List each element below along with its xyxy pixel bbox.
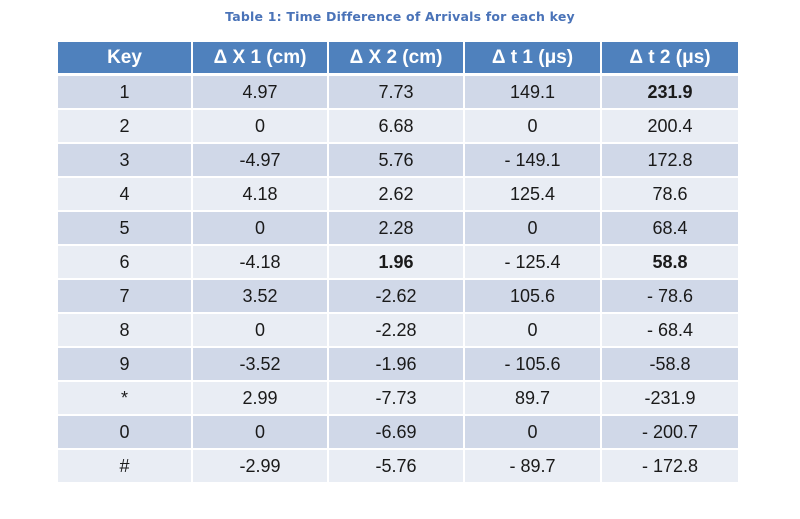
cell-key: 1 [58, 74, 193, 110]
cell-dt2: - 68.4 [601, 313, 738, 348]
column-header-dt2: Δ t 2 (μs) [601, 42, 738, 76]
cell-dx2: 2.28 [328, 211, 465, 246]
cell-dx1: -3.52 [192, 347, 329, 382]
cell-dt1: 0 [464, 313, 602, 348]
table-row: 7 3.52 -2.62 105.6- 78.6 [58, 279, 738, 314]
cell-dx2: 2.62 [328, 177, 465, 212]
table-row: 6 -4.18 1.96- 125.4 58.8 [58, 245, 738, 280]
table-row: 1 4.97 7.73 149.1 231.9 [58, 74, 738, 110]
cell-key: 7 [58, 279, 193, 314]
cell-key: 3 [58, 143, 193, 178]
cell-dx2: 7.73 [328, 74, 465, 110]
cell-dt1: - 89.7 [464, 449, 602, 484]
cell-dt1: - 149.1 [464, 143, 602, 178]
cell-dx2: -2.62 [328, 279, 465, 314]
cell-dt1: 89.7 [464, 381, 602, 416]
cell-dt2: -231.9 [601, 381, 738, 416]
cell-key: 2 [58, 109, 193, 144]
cell-dt2: 78.6 [601, 177, 738, 212]
cell-dx2: 5.76 [328, 143, 465, 178]
cell-dt2: - 78.6 [601, 279, 738, 314]
cell-dx1: -4.18 [192, 245, 329, 280]
table-row: 0 0 -6.69 0- 200.7 [58, 415, 738, 450]
cell-dx2: -5.76 [328, 449, 465, 484]
table-row: 5 0 2.28 0 68.4 [58, 211, 738, 246]
tdoa-table: Key Δ X 1 (cm) Δ X 2 (cm) Δ t 1 (μs) Δ t… [58, 42, 738, 484]
table-row: * 2.99 -7.73 89.7 -231.9 [58, 381, 738, 416]
cell-key: 6 [58, 245, 193, 280]
cell-key: 0 [58, 415, 193, 450]
cell-dt2: 231.9 [601, 74, 738, 110]
cell-dt1: - 125.4 [464, 245, 602, 280]
cell-dx1: 4.97 [192, 74, 329, 110]
cell-dx1: 3.52 [192, 279, 329, 314]
column-header-dx2: Δ X 2 (cm) [328, 42, 465, 76]
cell-key: 9 [58, 347, 193, 382]
cell-key: * [58, 381, 193, 416]
cell-dx1: 0 [192, 109, 329, 144]
cell-dt1: 105.6 [464, 279, 602, 314]
column-header-dx1: Δ X 1 (cm) [192, 42, 329, 76]
cell-dt2: 200.4 [601, 109, 738, 144]
cell-dx2: -1.96 [328, 347, 465, 382]
cell-dt1: - 105.6 [464, 347, 602, 382]
cell-dx2: 1.96 [328, 245, 465, 280]
cell-dx1: -2.99 [192, 449, 329, 484]
cell-dt1: 149.1 [464, 74, 602, 110]
cell-dx2: -6.69 [328, 415, 465, 450]
cell-dt2: - 200.7 [601, 415, 738, 450]
cell-dx2: -7.73 [328, 381, 465, 416]
cell-dt1: 125.4 [464, 177, 602, 212]
cell-dx1: -4.97 [192, 143, 329, 178]
table-body: 1 4.97 7.73 149.1 231.9 2 0 6.68 0 200.4 3 -4.97 5.7… [58, 74, 738, 484]
table-row: 4 4.18 2.62 125.4 78.6 [58, 177, 738, 212]
table-row: 3 -4.97 5.76- 149.1 172.8 [58, 143, 738, 178]
column-header-key: Key [58, 42, 193, 76]
cell-dx1: 0 [192, 211, 329, 246]
cell-dx1: 4.18 [192, 177, 329, 212]
cell-dx1: 0 [192, 415, 329, 450]
cell-key: 8 [58, 313, 193, 348]
cell-dt2: -58.8 [601, 347, 738, 382]
cell-dt2: - 172.8 [601, 449, 738, 484]
cell-dt2: 172.8 [601, 143, 738, 178]
cell-dt1: 0 [464, 211, 602, 246]
table-caption: Table 1: Time Difference of Arrivals for… [225, 9, 575, 24]
cell-key: 4 [58, 177, 193, 212]
table-row: 9 -3.52 -1.96- 105.6 -58.8 [58, 347, 738, 382]
cell-dt1: 0 [464, 415, 602, 450]
cell-key: 5 [58, 211, 193, 246]
cell-dt1: 0 [464, 109, 602, 144]
cell-dt2: 58.8 [601, 245, 738, 280]
column-header-dt1: Δ t 1 (μs) [464, 42, 602, 76]
cell-dx2: 6.68 [328, 109, 465, 144]
cell-dx1: 0 [192, 313, 329, 348]
table-row: 8 0 -2.28 0- 68.4 [58, 313, 738, 348]
cell-key: # [58, 449, 193, 484]
cell-dt2: 68.4 [601, 211, 738, 246]
table-row: 2 0 6.68 0 200.4 [58, 109, 738, 144]
table-row: # -2.99 -5.76- 89.7- 172.8 [58, 449, 738, 484]
table-header-row: Key Δ X 1 (cm) Δ X 2 (cm) Δ t 1 (μs) Δ t… [58, 42, 738, 76]
cell-dx2: -2.28 [328, 313, 465, 348]
cell-dx1: 2.99 [192, 381, 329, 416]
